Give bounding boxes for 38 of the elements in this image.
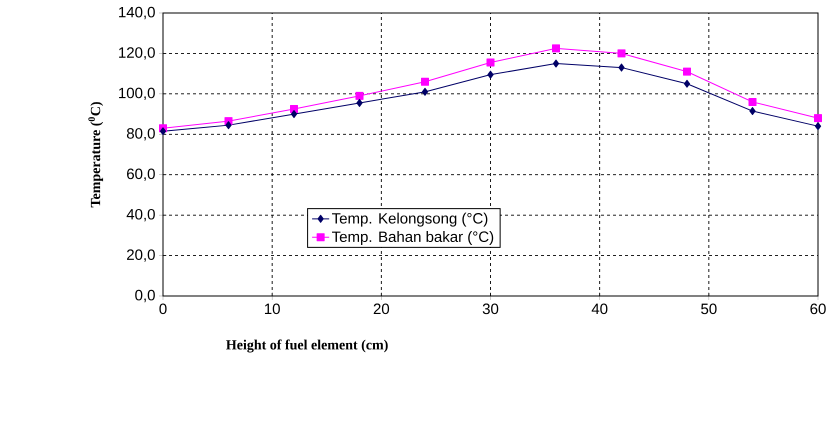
- point: [552, 44, 560, 52]
- point: [421, 78, 430, 86]
- point: [356, 98, 363, 107]
- x-tick-label: 40: [592, 304, 608, 314]
- point: [422, 88, 428, 96]
- point: [290, 110, 298, 118]
- point: [356, 92, 364, 100]
- point: [749, 107, 756, 116]
- point: [552, 60, 560, 68]
- y-tick-label: 100,0: [119, 88, 155, 100]
- x-axis-title: Height of fuel element (cm): [226, 340, 388, 352]
- point: [814, 122, 822, 130]
- y-tick-label: 120,0: [119, 47, 155, 60]
- point: [225, 121, 232, 130]
- point: [748, 98, 757, 106]
- point: [618, 49, 626, 58]
- x-tick-label: 30: [482, 304, 498, 314]
- x-tick-label: 0: [159, 304, 167, 314]
- point: [487, 70, 494, 79]
- point: [618, 64, 625, 72]
- y-tick-label: 80,0: [126, 128, 155, 140]
- point: [683, 68, 692, 76]
- point: [684, 80, 690, 88]
- point: [486, 58, 495, 67]
- x-tick-label: 50: [701, 304, 717, 314]
- y-tick-label: 60,0: [127, 168, 155, 181]
- y-tick-label: 40,0: [126, 208, 155, 222]
- y-tick-label: 20,0: [127, 249, 155, 262]
- point: [814, 114, 822, 122]
- y-tick-label: 140,0: [119, 6, 155, 20]
- legend-label: Temp. Bahan bakar (°C): [332, 231, 494, 245]
- x-tick-label: 10: [264, 304, 280, 314]
- y-axis-title: Temperature ($^{0}$C): [88, 102, 104, 208]
- x-tick-label: 20: [374, 304, 390, 314]
- y-tick-label: 0,0: [135, 290, 155, 302]
- x-tick-label: 60: [810, 304, 826, 314]
- legend-label: Temp. Kelongsong (°C): [332, 212, 488, 227]
- point: [160, 127, 166, 136]
